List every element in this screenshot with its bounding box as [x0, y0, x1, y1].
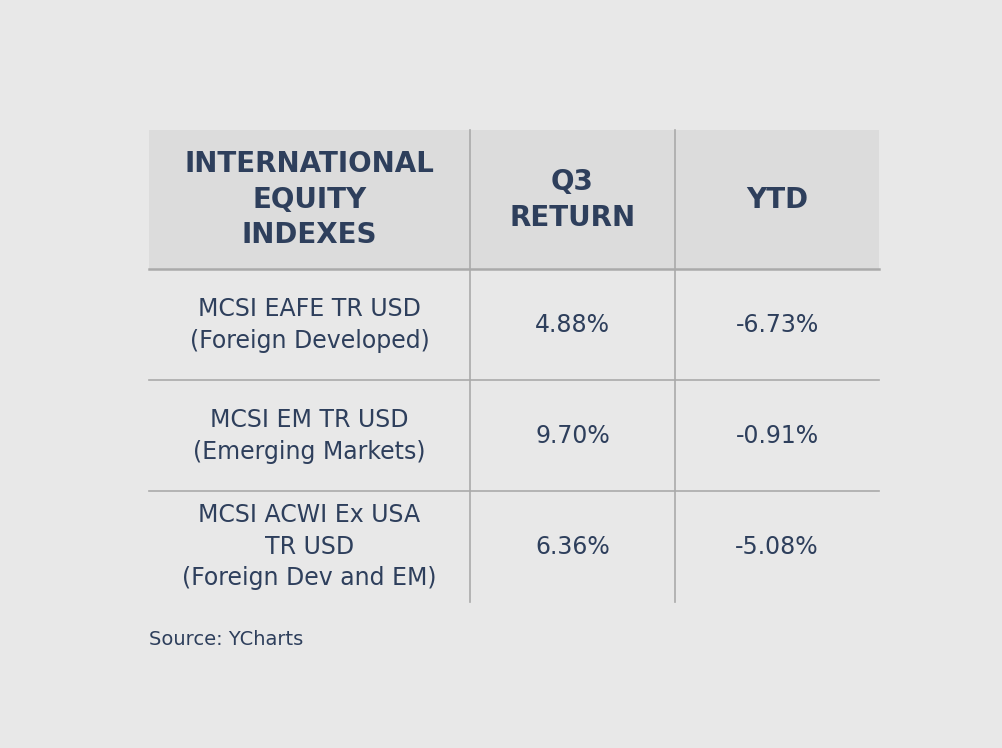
Text: MCSI ACWI Ex USA
TR USD
(Foreign Dev and EM): MCSI ACWI Ex USA TR USD (Foreign Dev and… — [182, 503, 436, 590]
Text: 6.36%: 6.36% — [535, 535, 609, 559]
Bar — [148, 130, 879, 269]
Text: 4.88%: 4.88% — [534, 313, 609, 337]
Bar — [148, 130, 879, 602]
Text: MCSI EM TR USD
(Emerging Markets): MCSI EM TR USD (Emerging Markets) — [193, 408, 425, 464]
Text: -5.08%: -5.08% — [734, 535, 818, 559]
Text: INTERNATIONAL
EQUITY
INDEXES: INTERNATIONAL EQUITY INDEXES — [184, 150, 434, 249]
Text: Source: YCharts: Source: YCharts — [148, 631, 303, 649]
Text: -0.91%: -0.91% — [734, 424, 818, 448]
Text: MCSI EAFE TR USD
(Foreign Developed): MCSI EAFE TR USD (Foreign Developed) — [189, 297, 429, 353]
Text: Q3
RETURN: Q3 RETURN — [509, 168, 635, 232]
Text: YTD: YTD — [745, 186, 808, 214]
Text: 9.70%: 9.70% — [535, 424, 609, 448]
Text: -6.73%: -6.73% — [734, 313, 818, 337]
